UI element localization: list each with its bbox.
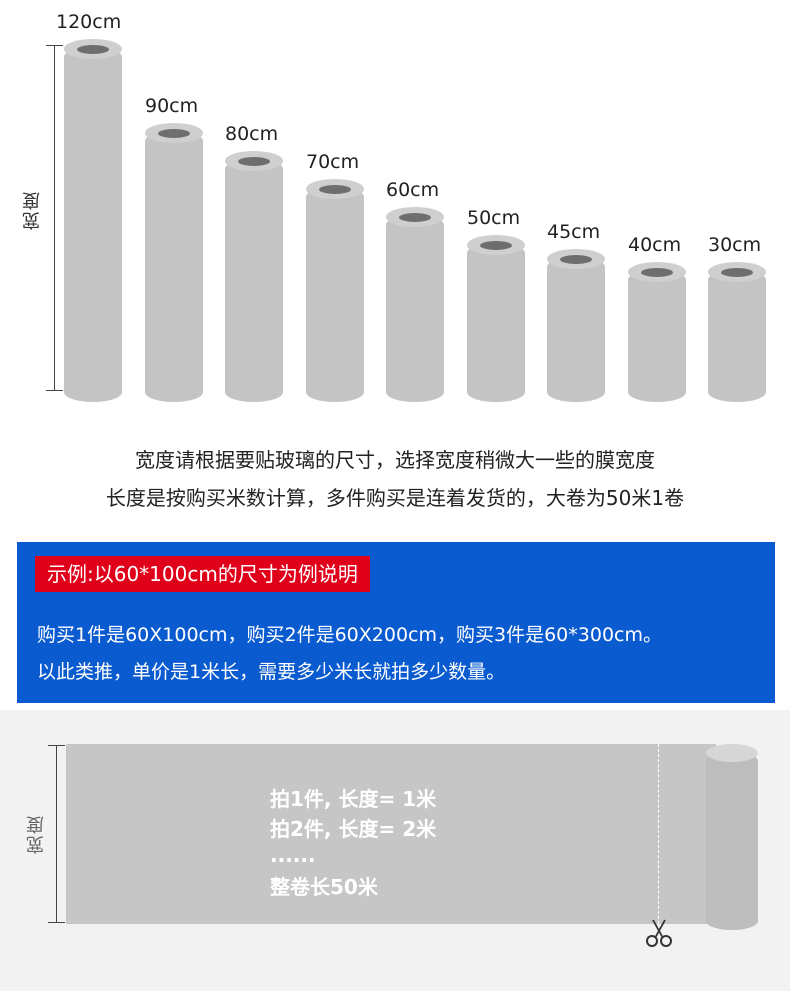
- length-example-2: 拍2件, 长度= 2米: [270, 817, 437, 841]
- instruction-width: 宽度请根据要贴玻璃的尺寸，选择宽度稍微大一些的膜宽度: [135, 448, 655, 472]
- instruction-length: 长度是按购买米数计算，多件购买是连着发货的，大卷为50米1卷: [105, 486, 685, 510]
- example-line-1: 购买1件是60X100cm，购买2件是60X200cm，购买3件是60*300c…: [37, 624, 662, 646]
- width-dimension-tick-bottom: [46, 390, 63, 391]
- film-roll-top: [706, 744, 758, 762]
- roll-widths-illustration: 宽度 120cm 90cm 80cm 70cm 60cm 50cm 45cm 40cm 30cm: [0, 0, 790, 420]
- cut-line: [658, 744, 659, 924]
- roll-body: [306, 187, 364, 402]
- example-badge: 示例:以60*100cm的尺寸为例说明: [35, 556, 370, 592]
- roll-body: [64, 47, 122, 402]
- length-example-1: 拍1件, 长度= 1米: [270, 787, 437, 811]
- length-diagram-width-line: [56, 745, 57, 922]
- example-line-2: 以此类推，单价是1米长，需要多少米长就拍多少数量。: [37, 661, 506, 683]
- roll-core-hole: [560, 255, 592, 264]
- roll-core-hole: [77, 45, 109, 54]
- scissors-icon: [646, 919, 672, 947]
- roll-core-hole: [721, 268, 753, 277]
- roll-width-label: 45cm: [547, 221, 601, 243]
- width-dimension-label: 宽度: [22, 190, 43, 230]
- roll-width-label: 50cm: [467, 207, 521, 229]
- width-dimension-line: [54, 45, 55, 390]
- film-roll-body: [706, 752, 758, 930]
- roll-body: [225, 159, 283, 402]
- roll-width-label: 120cm: [56, 11, 122, 33]
- example-box: 示例:以60*100cm的尺寸为例说明 购买1件是60X100cm，购买2件是6…: [17, 542, 775, 703]
- roll-core-hole: [238, 157, 270, 166]
- length-diagram-width-tick-top: [48, 745, 65, 746]
- roll-core-hole: [158, 129, 190, 138]
- roll-width-label: 80cm: [225, 123, 279, 145]
- roll-core-hole: [641, 268, 673, 277]
- roll-body: [467, 243, 525, 402]
- roll-core-hole: [399, 213, 431, 222]
- roll-width-label: 30cm: [708, 234, 762, 256]
- roll-core-hole: [480, 241, 512, 250]
- roll-width-label: 40cm: [628, 234, 682, 256]
- roll-width-label: 70cm: [306, 151, 360, 173]
- roll-body: [386, 215, 444, 402]
- width-dimension-tick-top: [46, 45, 63, 46]
- length-example-ellipsis: ......: [270, 843, 316, 867]
- roll-core-hole: [319, 185, 351, 194]
- unrolled-film-sheet: [66, 744, 716, 924]
- roll-body: [708, 270, 766, 402]
- roll-width-label: 60cm: [386, 179, 440, 201]
- roll-body: [547, 257, 605, 402]
- length-diagram-width-label: 宽度: [26, 814, 47, 854]
- roll-body: [145, 131, 203, 402]
- roll-width-label: 90cm: [145, 95, 199, 117]
- length-diagram-width-tick-bottom: [48, 922, 65, 923]
- length-example-full-roll: 整卷长50米: [270, 875, 378, 899]
- roll-body: [628, 270, 686, 402]
